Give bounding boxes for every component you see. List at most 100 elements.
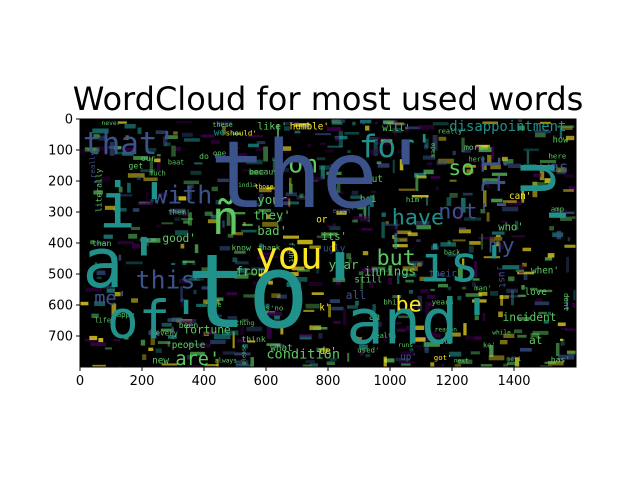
small-word-mark xyxy=(365,354,371,358)
wordcloud-word: a' xyxy=(82,225,164,304)
small-word-mark xyxy=(305,303,320,309)
wordcloud-word: still xyxy=(354,275,382,286)
small-word-mark xyxy=(362,251,369,256)
wordcloud-word: with xyxy=(152,180,212,209)
wordcloud-word: be xyxy=(396,293,422,318)
small-word-mark xyxy=(200,272,216,275)
small-word-mark xyxy=(394,322,402,325)
small-word-mark xyxy=(327,225,333,228)
small-word-mark xyxy=(447,253,460,257)
small-word-mark xyxy=(411,195,429,198)
small-word-mark xyxy=(116,221,121,225)
small-word-mark xyxy=(534,130,551,134)
small-word-mark xyxy=(500,243,504,250)
small-word-mark xyxy=(227,233,234,238)
small-word-mark xyxy=(472,278,480,281)
small-word-mark xyxy=(491,231,505,235)
wordcloud-word: hai xyxy=(360,194,377,205)
wordcloud-word: every xyxy=(156,328,179,337)
wordcloud-word: humble' xyxy=(290,121,329,132)
wordcloud-word: this' xyxy=(136,266,211,295)
wordcloud-word: india xyxy=(238,182,257,189)
wordcloud-word: its' xyxy=(322,231,347,243)
small-word-mark xyxy=(127,182,131,193)
small-word-mark xyxy=(567,351,576,356)
small-word-mark xyxy=(517,271,534,275)
small-word-mark xyxy=(167,318,182,322)
small-word-mark xyxy=(124,124,136,129)
small-word-mark xyxy=(204,211,213,216)
small-word-mark xyxy=(462,258,465,269)
small-word-mark xyxy=(211,306,215,311)
small-word-mark xyxy=(566,211,575,215)
small-word-mark xyxy=(355,300,359,306)
small-word-mark xyxy=(329,357,337,361)
wordcloud-word: while xyxy=(492,329,511,336)
wordcloud-word: who' xyxy=(498,222,523,234)
small-word-mark xyxy=(316,235,332,239)
small-word-mark xyxy=(478,236,495,240)
small-word-mark xyxy=(132,243,140,249)
small-word-mark xyxy=(117,240,134,245)
small-word-mark xyxy=(80,149,88,154)
small-word-mark xyxy=(219,246,231,251)
small-word-mark xyxy=(246,159,263,165)
small-word-mark xyxy=(262,221,279,227)
small-word-mark xyxy=(573,289,576,301)
wordcloud-word: incident xyxy=(503,311,557,324)
small-word-mark xyxy=(259,252,274,256)
small-word-mark xyxy=(436,160,447,166)
small-word-mark xyxy=(363,204,367,215)
wordcloud-word: do xyxy=(199,151,209,161)
wordcloud-word: ugly xyxy=(323,244,346,255)
small-word-mark xyxy=(427,294,436,299)
small-word-mark xyxy=(413,345,430,348)
small-word-mark xyxy=(519,264,524,274)
small-word-mark xyxy=(507,201,523,205)
small-word-mark xyxy=(231,232,244,236)
small-word-mark xyxy=(155,224,161,228)
wordcloud-word: happy xyxy=(112,310,135,319)
wordcloud-word: just xyxy=(496,266,507,288)
small-word-mark xyxy=(283,121,299,126)
small-word-mark xyxy=(398,188,416,191)
small-word-mark xyxy=(186,365,204,367)
wordcloud-word: get xyxy=(128,161,143,171)
small-word-mark xyxy=(84,338,97,342)
small-word-mark xyxy=(420,289,429,294)
small-word-mark xyxy=(384,223,400,226)
small-word-mark xyxy=(193,271,198,276)
small-word-mark xyxy=(114,292,121,297)
small-word-mark xyxy=(452,239,466,242)
wordcloud-word: can' xyxy=(509,191,531,202)
small-word-mark xyxy=(294,130,301,134)
small-word-mark xyxy=(367,206,370,222)
wordcloud-word: has' xyxy=(551,354,571,364)
small-word-mark xyxy=(381,212,386,217)
small-word-mark xyxy=(157,341,171,345)
small-word-mark xyxy=(329,299,340,303)
wordcloud-word: to' xyxy=(186,233,371,352)
small-word-mark xyxy=(204,331,218,335)
wordcloud-word: one xyxy=(213,149,227,158)
small-word-mark xyxy=(538,311,548,315)
small-word-mark xyxy=(148,347,154,351)
wordcloud-word: not' xyxy=(438,200,490,225)
small-word-mark xyxy=(463,323,467,336)
small-word-mark xyxy=(556,169,566,175)
small-word-mark xyxy=(461,197,466,213)
small-word-mark xyxy=(565,328,576,331)
small-word-mark xyxy=(92,128,109,134)
small-word-mark xyxy=(136,176,141,181)
small-word-mark xyxy=(180,243,185,249)
wordcloud-word: ke' xyxy=(483,341,495,349)
small-word-mark xyxy=(533,173,542,177)
small-word-mark xyxy=(556,167,567,173)
small-word-mark xyxy=(430,362,435,367)
small-word-mark xyxy=(240,321,245,335)
small-word-mark xyxy=(480,364,493,367)
small-word-mark xyxy=(303,309,315,312)
small-word-mark xyxy=(235,360,249,366)
small-word-mark xyxy=(234,352,251,356)
